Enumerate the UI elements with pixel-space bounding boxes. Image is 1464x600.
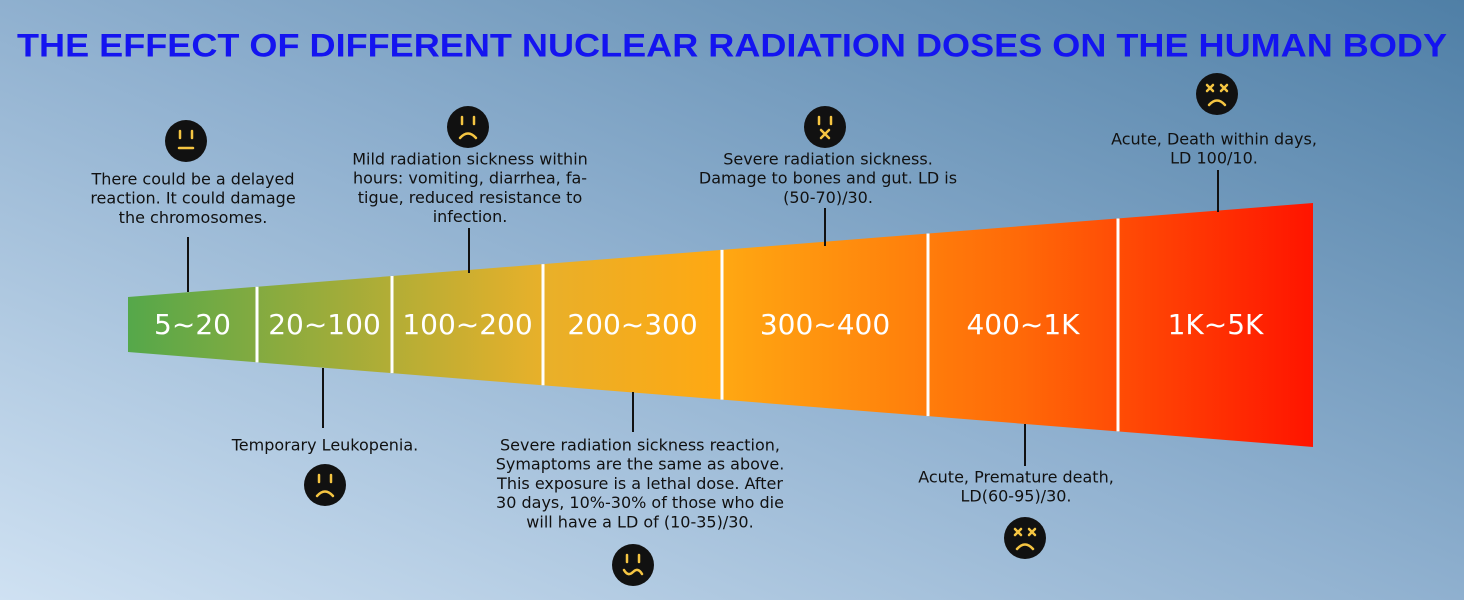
annotation-line: Severe radiation sickness reaction, xyxy=(500,436,780,455)
annotation-line: will have a LD of (10-35)/30. xyxy=(526,512,753,531)
annotation-line: Acute, Premature death, xyxy=(918,468,1114,487)
face-mouth xyxy=(458,132,478,140)
segment-label: 1K~5K xyxy=(1168,308,1264,341)
annotation-line: LD 100/10. xyxy=(1170,149,1258,168)
face-icon xyxy=(304,464,346,506)
segment-label: 400~1K xyxy=(966,308,1080,341)
segment-label: 5~20 xyxy=(154,308,231,341)
face-mouth xyxy=(622,568,644,576)
face-icon xyxy=(1004,517,1046,559)
face-eye xyxy=(1219,83,1229,93)
segment-label: 100~200 xyxy=(402,308,532,341)
annotation-line: 30 days, 10%-30% of those who die xyxy=(496,493,784,512)
face-eye xyxy=(1027,527,1037,537)
annotation-line: hours: vomiting, diarrhea, fa- xyxy=(353,169,587,188)
annotation-line: Acute, Death within days, xyxy=(1111,130,1317,149)
face-eye xyxy=(1205,83,1215,93)
face-eye xyxy=(1013,527,1023,537)
annotation-line: the chromosomes. xyxy=(119,208,268,227)
annotation-line: Symaptoms are the same as above. xyxy=(496,455,785,474)
face-mouth xyxy=(819,128,831,140)
annotation-line: This exposure is a lethal dose. After xyxy=(496,474,783,493)
face-mouth xyxy=(1015,543,1035,551)
annotation-line: tigue, reduced resistance to xyxy=(358,188,582,207)
segment-label: 20~100 xyxy=(268,308,381,341)
annotation-line: Temporary Leukopenia. xyxy=(231,436,419,455)
face-icon xyxy=(447,106,489,148)
segment-label: 200~300 xyxy=(567,308,697,341)
annotation-line: Damage to bones and gut. LD is xyxy=(699,169,957,188)
annotation-line: There could be a delayed xyxy=(90,170,294,189)
annotation-line: LD(60-95)/30. xyxy=(960,487,1071,506)
face-icon xyxy=(612,544,654,586)
face-icon xyxy=(165,120,207,162)
annotation-line: reaction. It could damage xyxy=(90,189,295,208)
title: THE EFFECT OF DIFFERENT NUCLEAR RADIATIO… xyxy=(17,27,1447,63)
annotation-line: Severe radiation sickness. xyxy=(723,150,933,169)
face-icon xyxy=(804,106,846,148)
annotation-line: Mild radiation sickness within xyxy=(352,150,588,169)
annotation-line: infection. xyxy=(433,207,508,226)
segment-label: 300~400 xyxy=(760,308,890,341)
face-mouth xyxy=(315,490,335,498)
face-mouth xyxy=(1207,99,1227,107)
annotation-line: (50-70)/30. xyxy=(783,188,873,207)
face-icon xyxy=(1196,73,1238,115)
